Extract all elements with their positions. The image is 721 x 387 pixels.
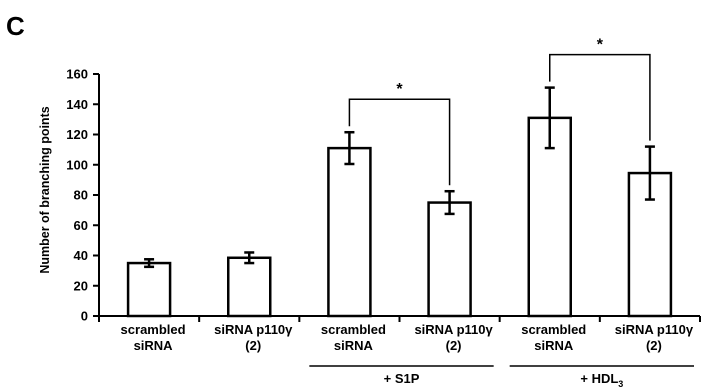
- y-axis-label: Number of branching points: [38, 106, 52, 273]
- category-label: (2): [646, 338, 662, 353]
- category-label: siRNA: [134, 338, 174, 353]
- y-tick-label: 40: [74, 248, 88, 263]
- category-label: siRNA p110γ: [414, 322, 493, 337]
- error-bar: [144, 258, 155, 269]
- y-tick-label: 20: [74, 278, 88, 293]
- y-tick-label: 60: [74, 218, 88, 233]
- bar: [126, 261, 172, 318]
- category-label: (2): [245, 338, 261, 353]
- bar: [327, 146, 372, 318]
- group-label: + HDL3: [580, 371, 623, 387]
- bracket-line: [549, 53, 651, 141]
- y-tick-label: 100: [66, 157, 88, 172]
- error-bar: [544, 86, 555, 150]
- error-bar: [244, 251, 255, 265]
- y-tick-label: 0: [81, 309, 88, 324]
- y-tick-label: 140: [66, 97, 88, 112]
- significance-bracket: *: [348, 81, 451, 186]
- significance-label: *: [396, 81, 403, 98]
- panel-label: C: [6, 11, 25, 41]
- significance-label: *: [597, 37, 604, 54]
- error-bar: [444, 189, 455, 216]
- category-label: scrambled: [521, 322, 586, 337]
- category-label: scrambled: [321, 322, 386, 337]
- category-label: siRNA p110γ: [214, 322, 293, 337]
- category-label: siRNA p110γ: [615, 322, 694, 337]
- error-bar: [344, 130, 355, 166]
- group-label: + S1P: [384, 371, 420, 386]
- y-tick-label: 120: [66, 127, 88, 142]
- bracket-line: [348, 98, 451, 186]
- error-bar: [644, 145, 655, 201]
- category-label: siRNA: [334, 338, 374, 353]
- y-tick-label: 80: [74, 188, 88, 203]
- bar: [427, 201, 472, 318]
- category-label: (2): [446, 338, 462, 353]
- significance-bracket: *: [549, 37, 651, 141]
- y-tick-label: 160: [66, 67, 88, 82]
- category-label: scrambled: [121, 322, 186, 337]
- category-label: siRNA: [534, 338, 574, 353]
- bar: [227, 256, 272, 318]
